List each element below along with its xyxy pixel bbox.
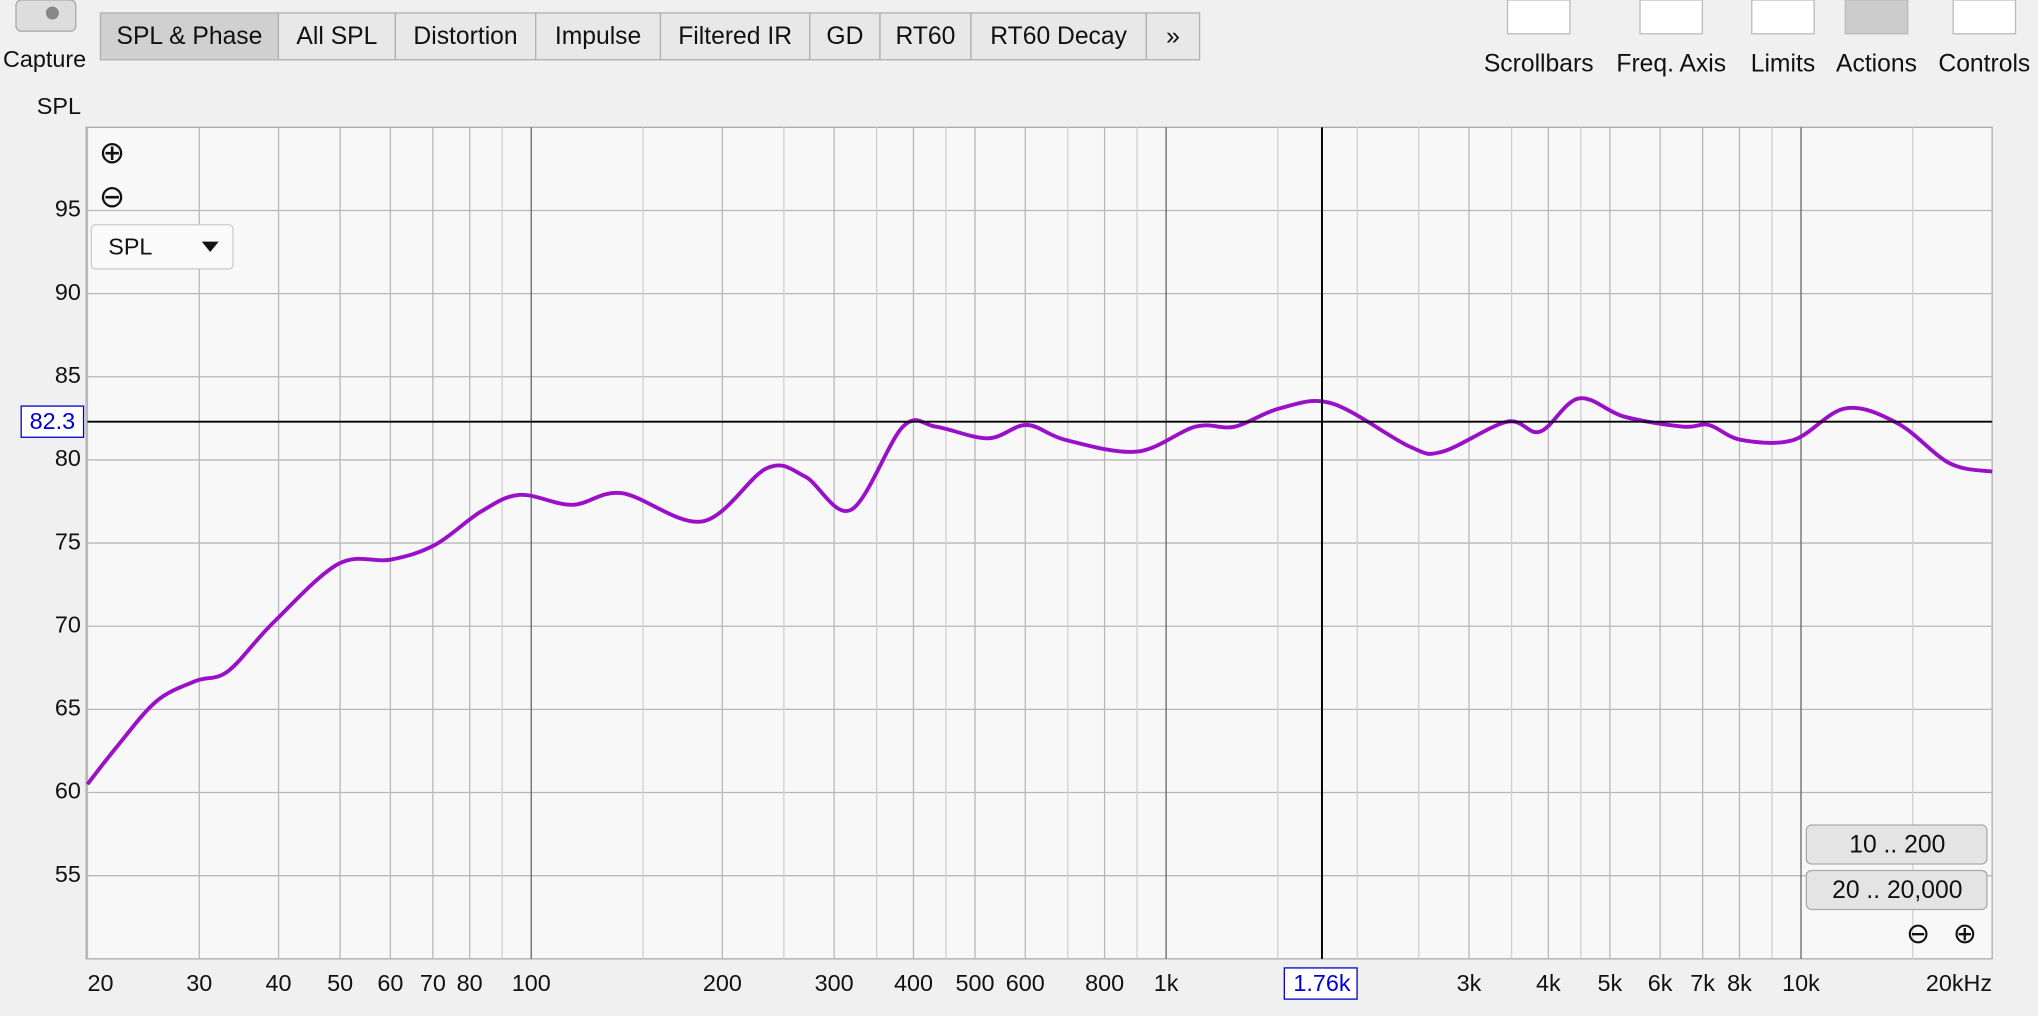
x-tick-label: 60 [377,970,403,996]
zoom-out[interactable]: ⊖ [99,179,125,214]
x-tick-label: 8k [1727,970,1752,996]
tab[interactable] [1145,12,1201,61]
tab[interactable] [535,12,662,61]
x-tick-label: 300 [815,970,854,996]
y-axis-label: SPL [37,93,81,119]
x-tick-label: 200 [703,970,742,996]
tab-label[interactable]: Filtered IR [678,23,792,50]
x-tick-label: 5k [1598,970,1623,996]
toolbar-label[interactable]: Actions [1836,50,1917,77]
x-tick-label: 4k [1536,970,1561,996]
tab-label[interactable]: Distortion [413,23,517,50]
capture-label[interactable]: Capture [3,46,86,72]
y-tick-label: 65 [55,695,81,721]
zoom-in[interactable]: ⊕ [99,135,125,170]
toolbar-icon[interactable] [1844,0,1909,35]
capture-icon[interactable] [15,0,77,32]
x-zoom-in[interactable]: ⊕ [1953,918,1977,950]
tab[interactable] [809,12,881,61]
toolbar-label[interactable]: Limits [1751,50,1815,77]
range-button[interactable] [1805,824,1988,865]
cursor-x-label: 1.76k [1293,970,1350,996]
x-tick-label: 40 [266,970,292,996]
range-button-label[interactable]: 10 .. 200 [1849,831,1945,858]
y-tick-label: 80 [55,445,81,471]
x-tick-label: 100 [512,970,551,996]
toolbar-icon[interactable] [1639,0,1704,35]
tab[interactable] [970,12,1147,61]
x-tick-label: 400 [894,970,933,996]
x-tick-label: 1k [1154,970,1179,996]
dropdown[interactable] [90,224,234,270]
x-tick-label: 600 [1006,970,1045,996]
range-button[interactable] [1805,869,1988,911]
y-tick-label: 55 [55,861,81,887]
tab[interactable] [659,12,811,61]
capture-lens [45,6,59,20]
x-tick-label: 30 [186,970,212,996]
toolbar-label[interactable]: Controls [1938,50,2030,77]
tab-label[interactable]: RT60 Decay [990,23,1127,50]
x-tick-label: 80 [457,970,483,996]
x-tick-label: 10k [1782,970,1820,996]
y-tick-label: 85 [55,362,81,388]
x-tick-label: 3k [1457,970,1482,996]
tab-label[interactable]: SPL & Phase [117,23,263,50]
tab-label[interactable]: GD [826,23,863,50]
tab-label[interactable]: Impulse [555,23,641,50]
x-tick-label: 20 [87,970,113,996]
series-line [85,396,1993,786]
range-button-label[interactable]: 20 .. 20,000 [1832,877,1962,904]
tab[interactable] [394,12,537,61]
tab[interactable] [879,12,972,61]
x-tick-label: 800 [1085,970,1124,996]
dropdown-arrow[interactable] [201,241,219,253]
x-tick-label: 500 [955,970,994,996]
toolbar-icon[interactable] [1506,0,1571,35]
x-tick-label: 7k [1690,970,1715,996]
tab-label[interactable]: All SPL [296,23,377,50]
tab[interactable] [277,12,397,61]
toolbar-icon[interactable] [1952,0,2017,35]
y-tick-label: 95 [55,196,81,222]
cursor-y-label: 82.3 [30,408,76,434]
dropdown-label[interactable]: SPL [108,233,152,259]
cursor-x-box [1283,967,1358,1000]
y-tick-label: 60 [55,778,81,804]
x-tick-label: 6k [1648,970,1673,996]
toolbar-icon[interactable] [1751,0,1815,35]
y-tick-label: 70 [55,611,81,637]
x-tick-label: 70 [420,970,446,996]
x-tick-label: 50 [327,970,353,996]
toolbar-label[interactable]: Freq. Axis [1616,50,1726,77]
y-tick-label: 90 [55,279,81,305]
tab-label[interactable]: » [1166,23,1180,50]
tab[interactable] [99,12,280,61]
y-tick-label: 75 [55,528,81,554]
cursor-y-box [20,405,85,438]
toolbar-label[interactable]: Scrollbars [1484,50,1594,77]
tab-label[interactable]: RT60 [896,23,956,50]
x-tick-label: 20kHz [1926,970,1992,996]
x-zoom-out[interactable]: ⊖ [1906,918,1930,950]
